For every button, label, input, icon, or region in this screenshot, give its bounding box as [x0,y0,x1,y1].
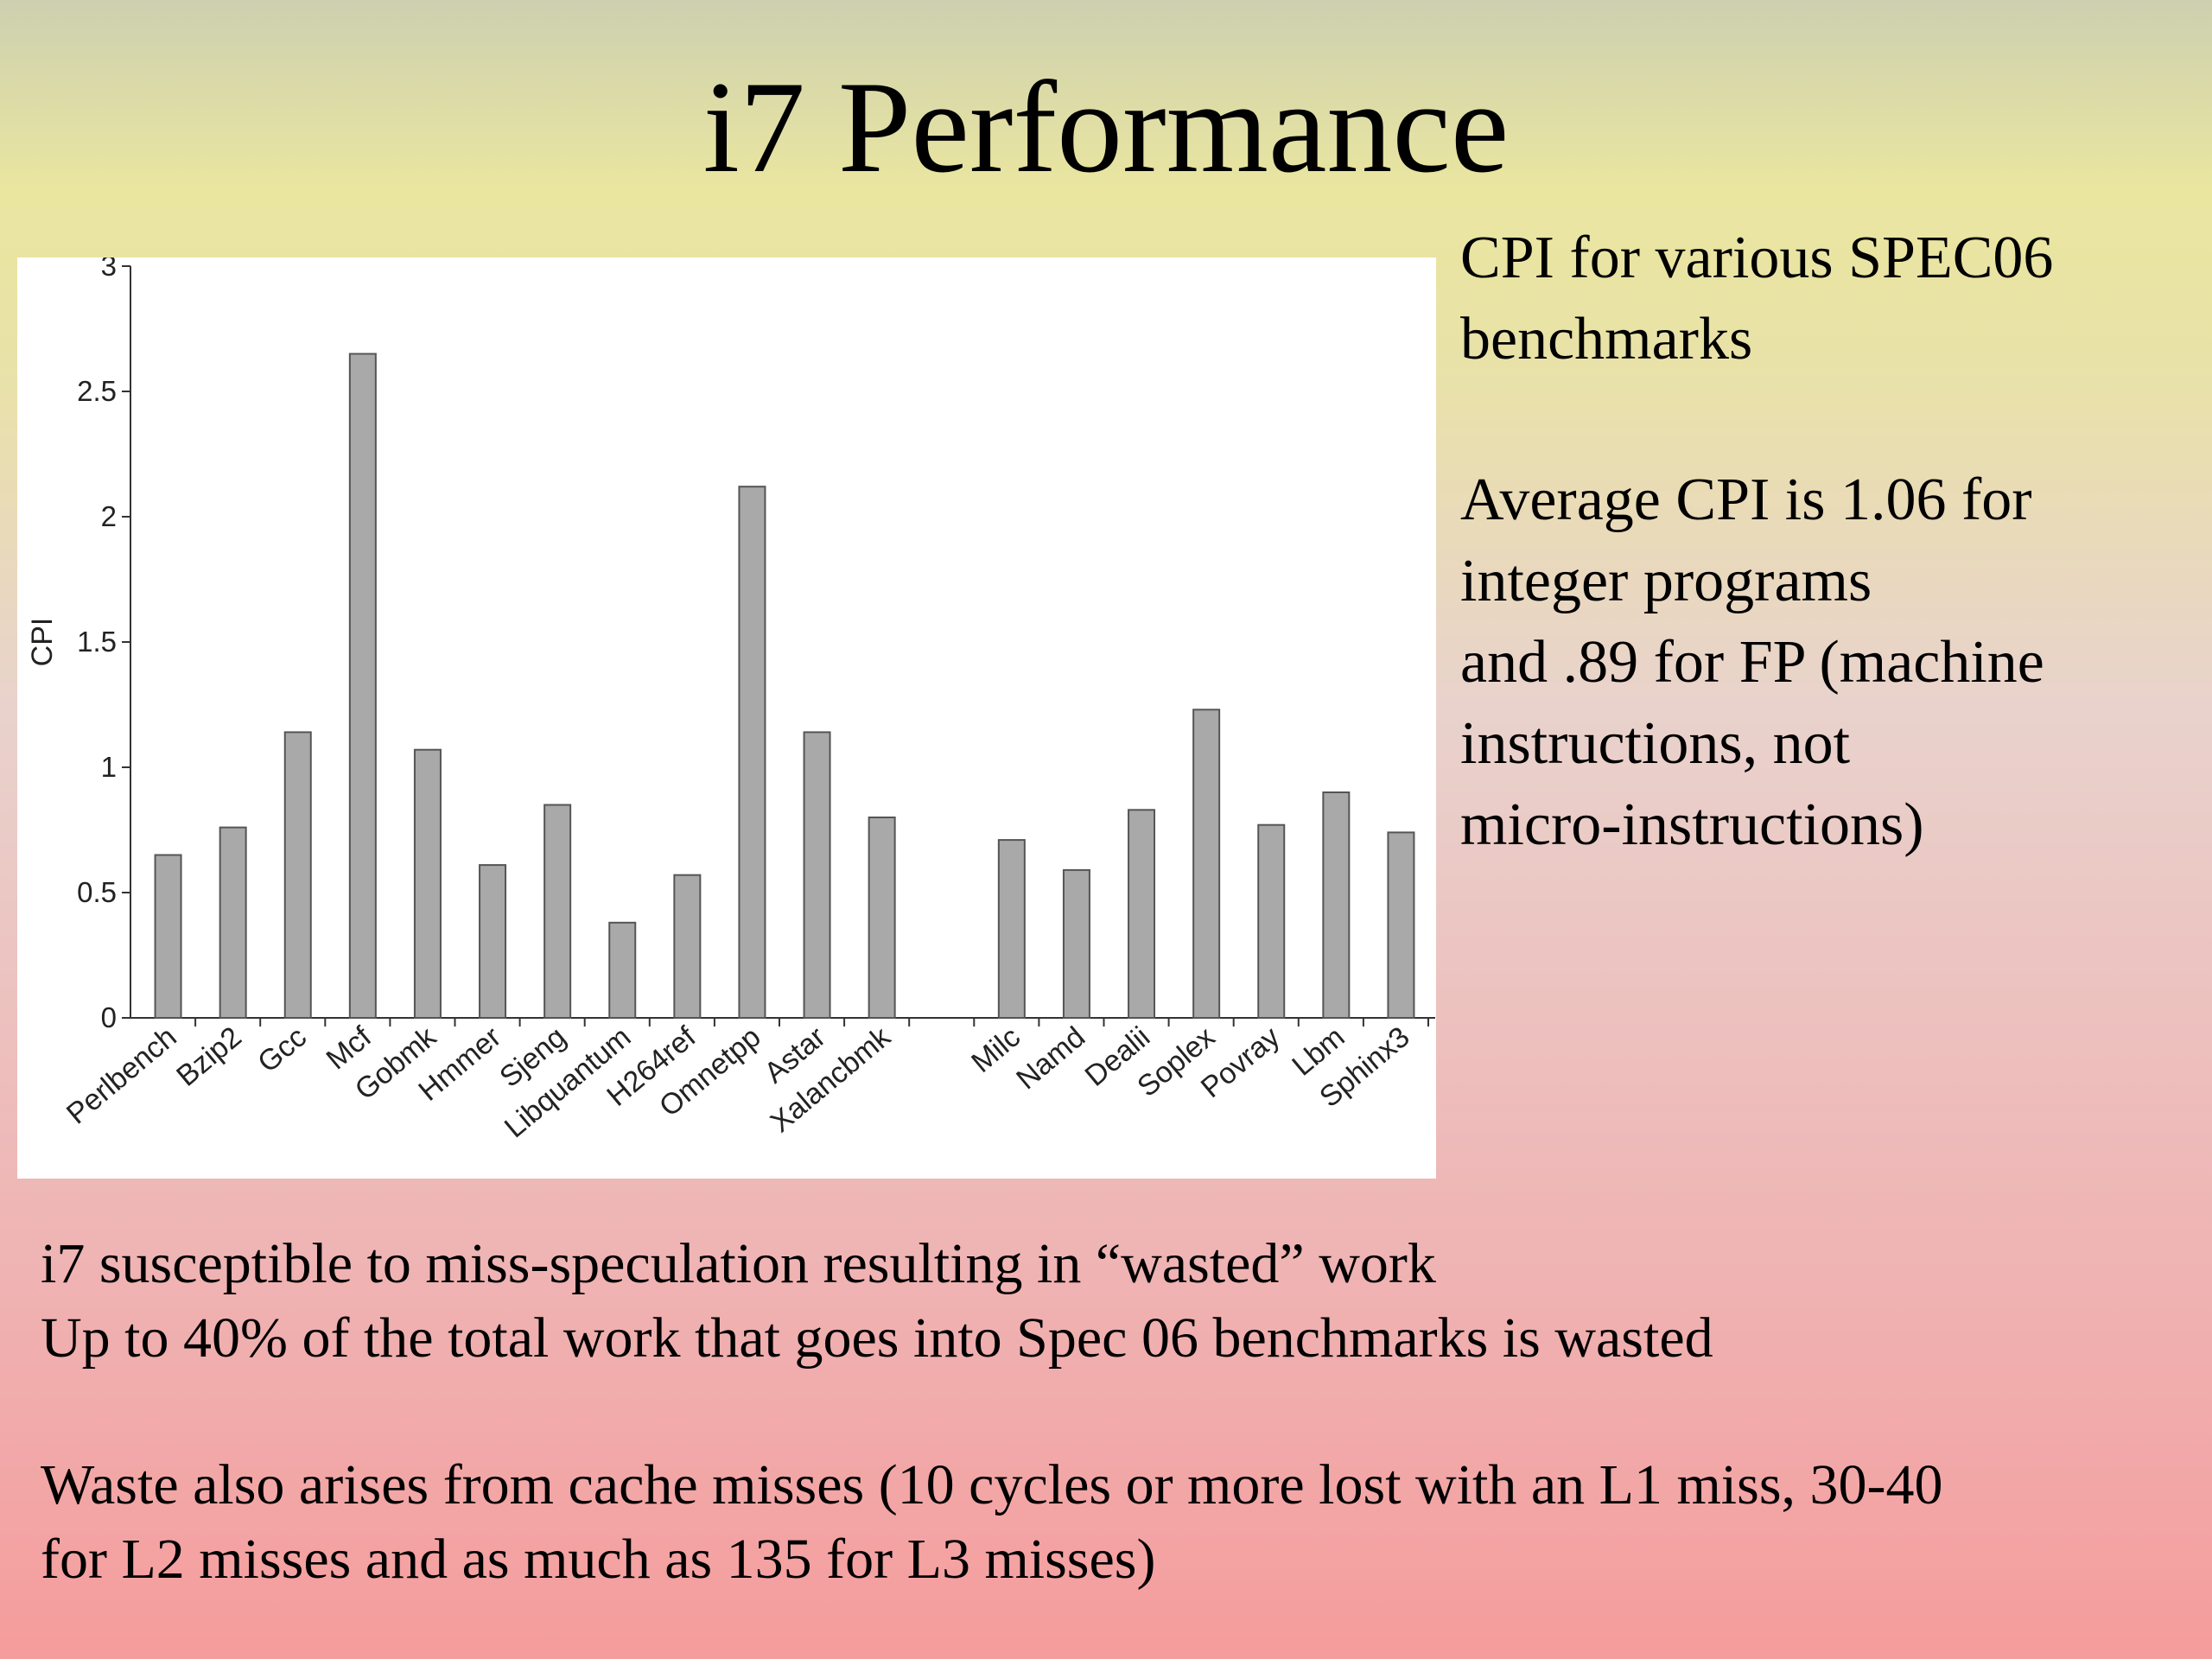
bottom-notes: i7 susceptible to miss-speculation resul… [41,1227,2183,1597]
bar [738,486,766,1019]
bar [1322,791,1351,1019]
bar [479,864,507,1019]
bar [1387,831,1415,1020]
bar [283,731,312,1020]
bar [1128,809,1156,1019]
bar [803,731,831,1020]
bar [543,804,572,1019]
bar [1192,709,1221,1019]
bottom-note-line: Waste also arises from cache misses (10 … [41,1453,1943,1516]
bar [608,921,637,1019]
category-label: Perlbench [60,1020,183,1131]
y-tick-label: 0 [101,1001,117,1033]
side-note-line: integer programs [1460,548,1872,614]
slide-title: i7 Performance [702,54,1510,200]
side-note-line: micro-instructions) [1460,791,1924,858]
bar [348,353,377,1019]
bottom-note-line: i7 susceptible to miss-speculation resul… [41,1232,1436,1295]
bar [1062,868,1090,1020]
y-tick-label: 1 [101,751,117,783]
y-tick-label: 3 [101,257,117,282]
y-tick-label: 2.5 [77,375,117,407]
bar [997,839,1026,1019]
bottom-note-line: Up to 40% of the total work that goes in… [41,1306,1713,1370]
category-label: Gcc [251,1020,313,1079]
bar [868,817,896,1019]
side-notes: CPI for various SPEC06 benchmarks Averag… [1460,218,2195,866]
bar [154,854,182,1019]
bar [1257,823,1286,1020]
bar [219,826,247,1019]
y-axis-title: CPI [26,618,59,667]
y-tick-label: 1.5 [77,626,117,658]
cpi-bar-chart: 0 0.5 1 1.5 2 2.5 3 CPI Perlbench Bzip2 Gcc Mcf Gobm… [17,257,1436,1179]
y-tick-label: 0.5 [77,876,117,908]
category-label: Namd [1010,1020,1091,1096]
side-note-line: and .89 for FP (machine [1460,629,2044,696]
bar [673,874,702,1020]
side-note-line: CPI for various SPEC06 [1460,225,2054,291]
bottom-note-line: for L2 misses and as much as 135 for L3 … [41,1528,1156,1591]
side-note-line: Average CPI is 1.06 for [1460,467,2032,533]
side-note-line: benchmarks [1460,306,1753,372]
category-label: Bzip2 [170,1020,248,1093]
bar [413,748,442,1019]
side-note-line: instructions, not [1460,710,1851,777]
y-tick-label: 2 [101,500,117,532]
